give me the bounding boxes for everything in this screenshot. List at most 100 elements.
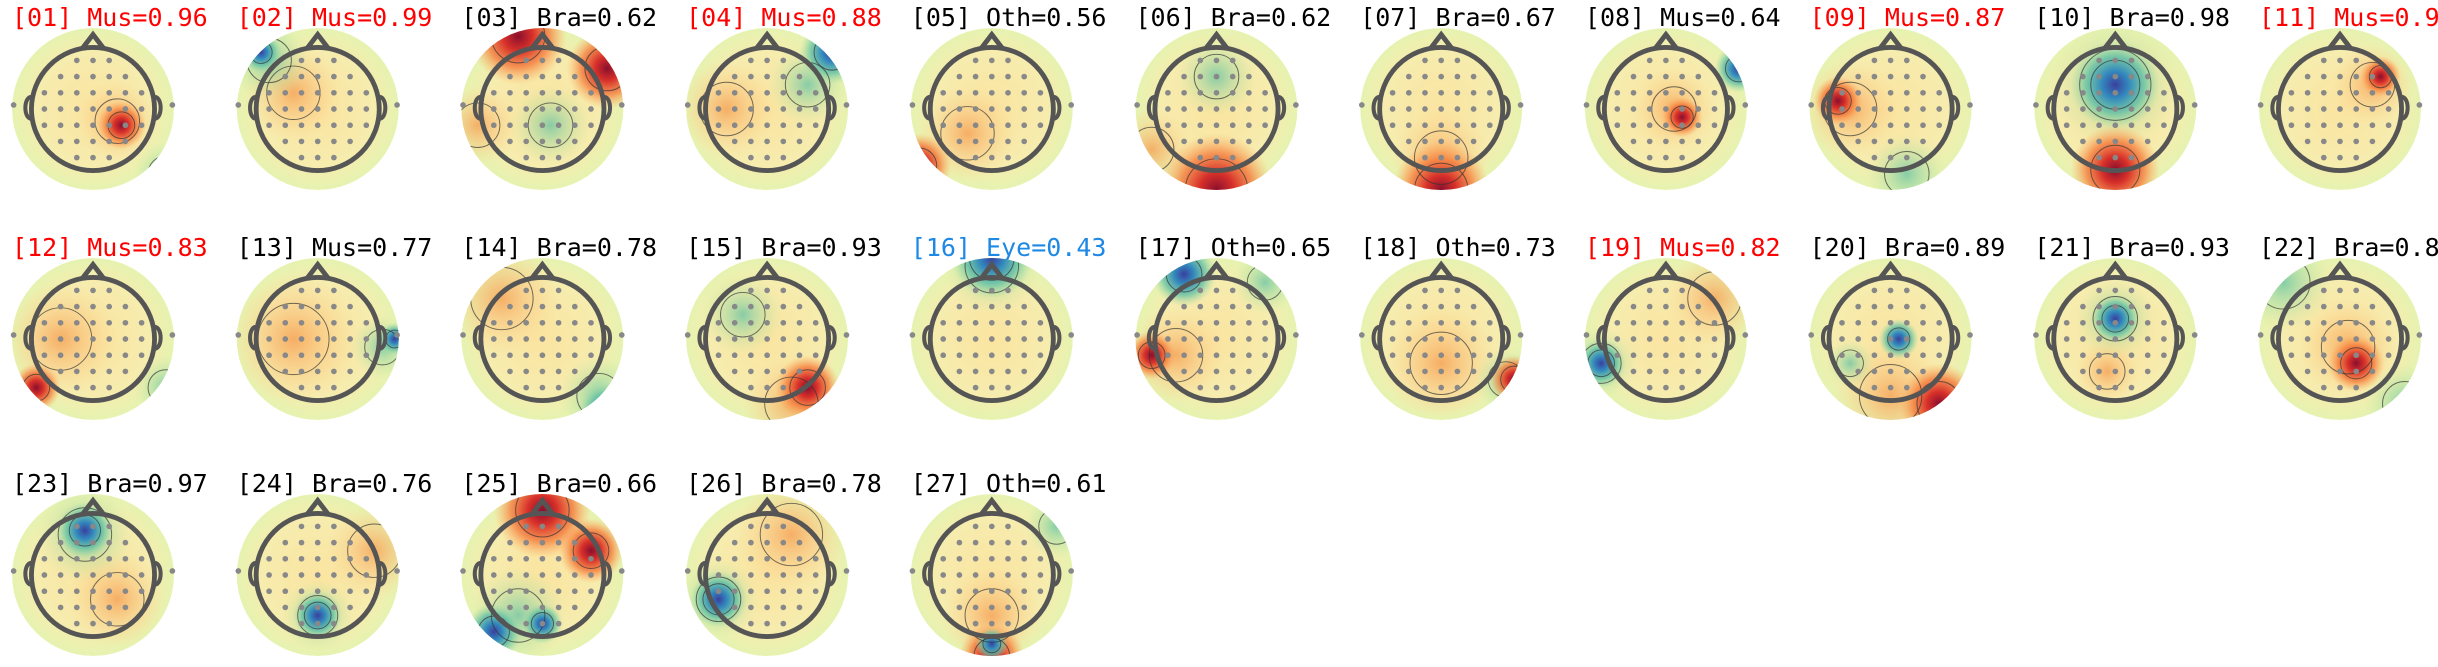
electrode xyxy=(57,73,64,80)
electrode xyxy=(2096,336,2102,342)
electrode xyxy=(1614,106,1621,112)
field-blob xyxy=(236,274,359,404)
contour xyxy=(1887,327,1911,351)
electrode xyxy=(507,368,513,375)
electrode xyxy=(1422,73,1428,80)
ear-right xyxy=(1951,94,1961,121)
electrode xyxy=(122,106,129,112)
ear-right xyxy=(603,324,613,351)
electrode xyxy=(266,336,272,342)
field xyxy=(12,28,174,190)
electrode xyxy=(1839,106,1845,112)
electrode xyxy=(106,555,113,562)
electrode xyxy=(555,154,562,161)
head xyxy=(703,275,832,403)
topomap xyxy=(1808,258,1973,420)
electrode xyxy=(2385,319,2392,326)
topomap xyxy=(10,28,176,190)
electrode xyxy=(235,568,242,574)
component-title: [07] Bra=0.67 xyxy=(1360,3,1556,32)
electrode xyxy=(1695,73,1702,80)
electrode xyxy=(988,572,995,578)
electrode xyxy=(731,555,738,562)
contour xyxy=(2340,347,2373,380)
electrode xyxy=(1165,106,1171,112)
component-title: [15] Bra=0.93 xyxy=(686,233,882,262)
electrode xyxy=(331,73,337,80)
electrode xyxy=(1663,106,1669,112)
electrode xyxy=(282,73,289,80)
electrode xyxy=(812,89,819,96)
electrode xyxy=(2128,89,2135,96)
electrode xyxy=(90,604,96,611)
electrode xyxy=(1630,106,1637,112)
electrode xyxy=(1646,336,1653,342)
electrode xyxy=(1213,73,1220,80)
electrode xyxy=(1262,89,1268,96)
electrode xyxy=(956,368,963,375)
electrode xyxy=(1262,319,1268,326)
electrode xyxy=(2337,89,2343,96)
electrode xyxy=(1405,368,1412,375)
electrode xyxy=(555,555,562,562)
electrode xyxy=(1887,57,1894,64)
contour xyxy=(572,532,610,570)
electrode xyxy=(588,588,594,595)
electrode xyxy=(1839,122,1845,129)
electrode xyxy=(1213,287,1220,294)
electrode xyxy=(1839,319,1845,326)
electrode xyxy=(1229,57,1236,64)
ear-left xyxy=(2270,324,2280,351)
electrode xyxy=(2144,352,2151,359)
electrode xyxy=(73,287,80,294)
electrode xyxy=(90,138,96,145)
electrode xyxy=(507,352,513,359)
ear-right xyxy=(378,94,388,121)
component-title: [06] Bra=0.62 xyxy=(1136,3,1332,32)
nose xyxy=(80,260,106,280)
electrode xyxy=(363,572,370,578)
electrode xyxy=(347,555,353,562)
electrode xyxy=(2112,57,2119,64)
electrode xyxy=(1262,336,1268,342)
electrode xyxy=(1005,604,1011,611)
topomap xyxy=(235,258,400,420)
electrode xyxy=(169,102,176,108)
electrode xyxy=(1679,352,1685,359)
ear-left xyxy=(697,560,707,587)
ear-left xyxy=(2045,324,2055,351)
electrode xyxy=(2128,352,2135,359)
electrode xyxy=(1021,336,1028,342)
electrode xyxy=(1486,352,1493,359)
electrode xyxy=(2304,106,2311,112)
electrode xyxy=(523,154,530,161)
electrode xyxy=(282,604,289,611)
electrode xyxy=(588,352,594,359)
electrode xyxy=(1871,336,1878,342)
electrode xyxy=(2320,319,2327,326)
electrode xyxy=(1197,57,1204,64)
electrode xyxy=(523,368,530,375)
head xyxy=(478,275,607,403)
topomap xyxy=(1134,28,1299,190)
electrode xyxy=(1197,73,1204,80)
electrode xyxy=(555,138,562,145)
electrode xyxy=(555,287,562,294)
electrode xyxy=(1422,368,1428,375)
contour xyxy=(347,523,399,578)
electrode xyxy=(2063,352,2070,359)
electrode xyxy=(2320,287,2327,294)
component-title: [17] Oth=0.65 xyxy=(1136,233,1332,262)
electrode xyxy=(940,572,947,578)
electrode xyxy=(2304,368,2311,375)
ear-right xyxy=(2400,324,2410,351)
field-blob xyxy=(2360,56,2401,97)
nose xyxy=(2327,30,2353,50)
field xyxy=(1809,28,1972,190)
electrode xyxy=(715,319,722,326)
electrode xyxy=(1405,106,1412,112)
electrode xyxy=(1695,106,1702,112)
electrode xyxy=(1903,319,1910,326)
electrode xyxy=(1646,154,1653,161)
electrode xyxy=(2369,336,2376,342)
